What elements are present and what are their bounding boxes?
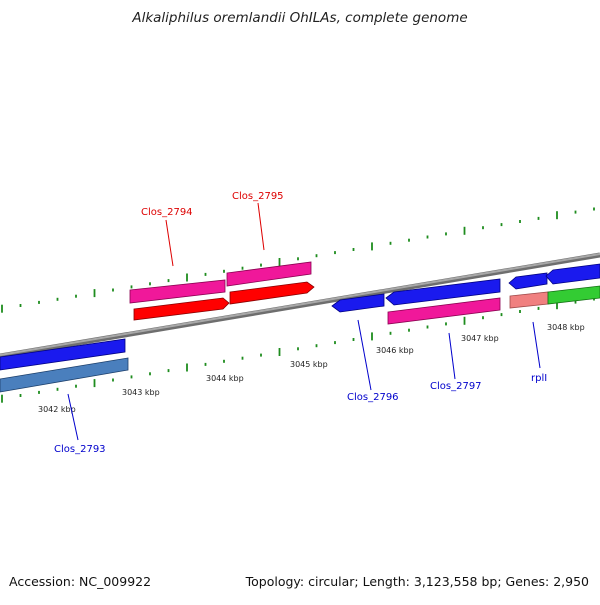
scale-label-3047: 3047 kbp	[461, 334, 499, 343]
leader-line-rpli	[532, 321, 541, 369]
gene-feature-clos-2793[interactable]	[0, 357, 129, 393]
feature-track	[0, 261, 600, 393]
scale-label-3044: 3044 kbp	[206, 374, 244, 383]
genome-backbone-highlight	[0, 253, 600, 356]
gene-label-rpli[interactable]: rplI	[531, 373, 547, 384]
leader-line-clos-2794	[165, 219, 174, 267]
gene-label-clos-2794[interactable]: Clos_2794	[141, 207, 193, 218]
leader-line-clos-2795	[257, 202, 265, 251]
scale-label-3046: 3046 kbp	[376, 346, 414, 355]
scale-label-3048: 3048 kbp	[547, 323, 585, 332]
scale-label-3043: 3043 kbp	[122, 388, 160, 397]
leader-line-clos-2793	[67, 393, 79, 441]
gene-feature-rpli-blue[interactable]	[508, 272, 548, 290]
tick-row-bottom	[1, 297, 595, 403]
gene-feature-clos-2797-pink[interactable]	[387, 297, 501, 325]
gene-feature-right-blue[interactable]	[545, 263, 600, 285]
gene-feature-clos-2795-red[interactable]	[229, 281, 315, 305]
leader-line-clos-2796	[357, 319, 372, 391]
tick-row-top	[1, 207, 595, 313]
gene-label-clos-2793[interactable]: Clos_2793	[54, 444, 106, 455]
genome-summary-text: Topology: circular; Length: 3,123,558 bp…	[245, 574, 589, 589]
scale-label-3045: 3045 kbp	[290, 360, 328, 369]
gene-feature-clos-2797-blue[interactable]	[385, 278, 501, 306]
gene-label-clos-2796[interactable]: Clos_2796	[347, 392, 399, 403]
scale-label-3042: 3042 kbp	[38, 405, 76, 414]
leader-line-clos-2797	[448, 332, 456, 380]
gene-label-clos-2795[interactable]: Clos_2795	[232, 191, 284, 202]
gene-feature-clos-2796[interactable]	[331, 293, 385, 313]
gene-feature-left-blue[interactable]	[0, 338, 126, 371]
accession-text: Accession: NC_009922	[9, 574, 152, 589]
gene-feature-clos-2795-top[interactable]	[226, 261, 312, 287]
gene-feature-rpli-green[interactable]	[547, 285, 600, 305]
gene-label-clos-2797[interactable]: Clos_2797	[430, 381, 482, 392]
gene-feature-clos-2794-top[interactable]	[129, 279, 226, 304]
gene-feature-rpli-salmon[interactable]	[509, 291, 549, 309]
map-title: Alkaliphilus oremlandii OhILAs, complete…	[132, 10, 468, 26]
gene-feature-clos-2794-red[interactable]	[133, 297, 230, 321]
